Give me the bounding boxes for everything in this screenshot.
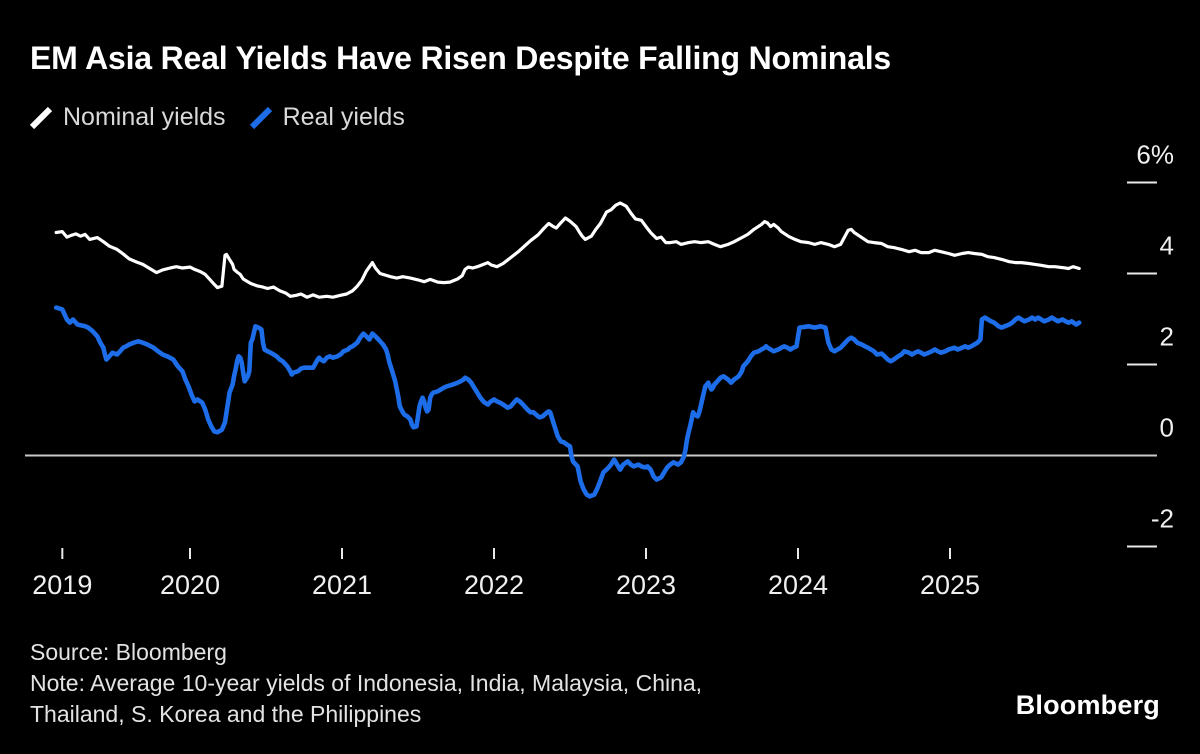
real-yields-line xyxy=(53,305,1082,499)
footer: Source: Bloomberg Note: Average 10-year … xyxy=(30,637,702,730)
x-axis-label: 2022 xyxy=(464,570,524,600)
x-axis-label: 2024 xyxy=(768,570,828,600)
nominal-line-swatch-icon xyxy=(29,106,53,129)
y-axis-label: 6% xyxy=(1136,140,1174,170)
y-axis-label: 0 xyxy=(1160,413,1174,443)
nominal-yields-line xyxy=(54,201,1081,299)
legend-label-nominal: Nominal yields xyxy=(63,103,226,131)
legend-item-real: Real yields xyxy=(248,103,405,132)
real-line-swatch-icon xyxy=(249,106,272,129)
chart-title: EM Asia Real Yields Have Risen Despite F… xyxy=(30,40,892,76)
y-axis-label: 2 xyxy=(1160,322,1174,352)
y-axis-label: -2 xyxy=(1151,504,1174,534)
source-text: Source: Bloomberg xyxy=(30,639,227,665)
x-axis-label: 2025 xyxy=(920,570,980,600)
note-text-line1: Note: Average 10-year yields of Indonesi… xyxy=(30,670,703,696)
x-axis-label: 2019 xyxy=(32,570,92,600)
legend-item-nominal: Nominal yields xyxy=(28,103,226,132)
legend: Nominal yields Real yields xyxy=(28,103,405,132)
note-text-line2: Thailand, S. Korea and the Philippines xyxy=(30,701,422,727)
bloomberg-logo: Bloomberg xyxy=(1015,690,1160,720)
x-axis-label: 2021 xyxy=(312,570,372,600)
legend-label-real: Real yields xyxy=(282,103,405,131)
x-axis-label: 2020 xyxy=(160,570,220,600)
y-axis-label: 4 xyxy=(1160,231,1174,261)
x-axis-label: 2023 xyxy=(616,570,676,600)
